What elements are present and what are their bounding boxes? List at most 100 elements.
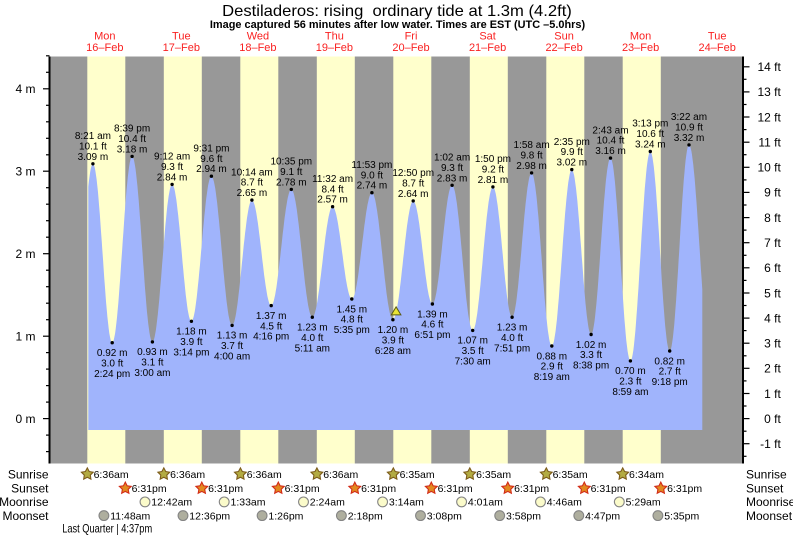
svg-text:6:34am: 6:34am <box>629 469 664 481</box>
svg-text:6 ft: 6 ft <box>764 261 781 275</box>
svg-text:10:35 pm: 10:35 pm <box>270 157 312 168</box>
svg-text:4:46am: 4:46am <box>547 497 582 509</box>
svg-text:12:36pm: 12:36pm <box>189 510 230 522</box>
svg-text:Tue: Tue <box>708 30 727 42</box>
svg-text:3:14 pm: 3:14 pm <box>173 347 209 358</box>
svg-text:2.94 m: 2.94 m <box>196 164 227 175</box>
svg-text:Destiladeros: rising ordinary: Destiladeros: rising ordinary tide at 1.… <box>222 3 572 20</box>
svg-text:3.16 m: 3.16 m <box>595 146 626 157</box>
svg-text:2.83 m: 2.83 m <box>437 173 468 184</box>
svg-text:Image captured 56 minutes afte: Image captured 56 minutes after low wate… <box>210 19 586 31</box>
svg-text:1.02 m: 1.02 m <box>576 340 607 351</box>
svg-text:4.5 ft: 4.5 ft <box>260 321 282 332</box>
svg-text:6:31pm: 6:31pm <box>667 483 702 495</box>
svg-text:2.98 m: 2.98 m <box>516 161 547 172</box>
svg-text:8:21 am: 8:21 am <box>75 131 111 142</box>
svg-text:2:24am: 2:24am <box>310 497 345 509</box>
svg-text:1.37 m: 1.37 m <box>256 311 287 322</box>
svg-text:Last Quarter | 4:37pm: Last Quarter | 4:37pm <box>62 522 152 536</box>
svg-text:10.6 ft: 10.6 ft <box>636 129 664 140</box>
svg-text:2.74 m: 2.74 m <box>357 181 388 192</box>
svg-text:10.9 ft: 10.9 ft <box>675 123 703 134</box>
svg-text:Sun: Sun <box>554 30 574 42</box>
svg-text:24–Feb: 24–Feb <box>699 42 736 54</box>
svg-text:3.5 ft: 3.5 ft <box>462 346 484 357</box>
svg-text:8:38 pm: 8:38 pm <box>573 361 609 372</box>
svg-text:6:31pm: 6:31pm <box>514 483 549 495</box>
svg-text:6:35am: 6:35am <box>400 469 435 481</box>
svg-text:12:50 pm: 12:50 pm <box>392 168 434 179</box>
svg-text:3.24 m: 3.24 m <box>635 140 666 151</box>
svg-text:7:51 pm: 7:51 pm <box>494 343 530 354</box>
svg-text:Sunrise: Sunrise <box>746 467 787 481</box>
svg-text:2:18pm: 2:18pm <box>348 510 383 522</box>
svg-text:6:31pm: 6:31pm <box>285 483 320 495</box>
svg-text:3:14am: 3:14am <box>389 497 424 509</box>
svg-text:5:29am: 5:29am <box>626 497 661 509</box>
svg-text:1.23 m: 1.23 m <box>497 323 528 334</box>
svg-text:17–Feb: 17–Feb <box>163 42 200 54</box>
svg-text:Sunset: Sunset <box>746 482 784 496</box>
svg-text:9.9 ft: 9.9 ft <box>561 147 583 158</box>
svg-text:8.4 ft: 8.4 ft <box>321 184 343 195</box>
svg-text:22–Feb: 22–Feb <box>545 42 582 54</box>
svg-text:3.0 ft: 3.0 ft <box>101 358 123 369</box>
svg-text:23–Feb: 23–Feb <box>622 42 659 54</box>
svg-text:Moonset: Moonset <box>746 509 793 523</box>
svg-text:Sat: Sat <box>479 30 496 42</box>
svg-text:0 ft: 0 ft <box>764 412 781 426</box>
svg-text:1.13 m: 1.13 m <box>217 331 248 342</box>
svg-text:2.84 m: 2.84 m <box>157 172 188 183</box>
svg-text:2.9 ft: 2.9 ft <box>541 362 563 373</box>
svg-text:6:51 pm: 6:51 pm <box>414 330 450 341</box>
svg-text:0.82 m: 0.82 m <box>654 356 685 367</box>
svg-text:Mon: Mon <box>630 30 651 42</box>
svg-text:20–Feb: 20–Feb <box>392 42 429 54</box>
svg-text:6:36am: 6:36am <box>170 469 205 481</box>
svg-text:Sunset: Sunset <box>11 482 49 496</box>
svg-text:3.3 ft: 3.3 ft <box>580 350 602 361</box>
svg-text:3.7 ft: 3.7 ft <box>221 341 243 352</box>
svg-text:6:31pm: 6:31pm <box>438 483 473 495</box>
svg-text:9.3 ft: 9.3 ft <box>161 162 183 173</box>
svg-text:Moonrise: Moonrise <box>746 495 793 509</box>
svg-text:3.9 ft: 3.9 ft <box>180 337 202 348</box>
svg-text:10.1 ft: 10.1 ft <box>79 141 107 152</box>
svg-text:11:32 am: 11:32 am <box>312 174 353 185</box>
svg-text:4.6 ft: 4.6 ft <box>421 320 443 331</box>
svg-text:2.81 m: 2.81 m <box>478 175 509 186</box>
svg-text:5 ft: 5 ft <box>764 286 781 300</box>
svg-text:4:00 am: 4:00 am <box>214 352 250 363</box>
svg-text:21–Feb: 21–Feb <box>469 42 506 54</box>
svg-text:6:35am: 6:35am <box>553 469 588 481</box>
svg-text:5:35 pm: 5:35 pm <box>334 325 370 336</box>
svg-text:1.23 m: 1.23 m <box>297 323 328 334</box>
svg-text:3.02 m: 3.02 m <box>557 158 588 169</box>
svg-text:2.64 m: 2.64 m <box>398 189 429 200</box>
svg-text:8:39 pm: 8:39 pm <box>114 124 150 135</box>
svg-text:5:11 am: 5:11 am <box>295 343 330 354</box>
svg-text:1.20 m: 1.20 m <box>378 325 409 336</box>
svg-text:11:53 pm: 11:53 pm <box>351 160 392 171</box>
svg-text:1 ft: 1 ft <box>764 387 781 401</box>
svg-text:Tue: Tue <box>172 30 191 42</box>
svg-text:6:36am: 6:36am <box>94 469 129 481</box>
svg-text:4 m: 4 m <box>15 82 35 96</box>
svg-text:4:47pm: 4:47pm <box>585 510 620 522</box>
svg-text:2.65 m: 2.65 m <box>237 188 268 199</box>
svg-text:6:36am: 6:36am <box>323 469 358 481</box>
svg-text:4.8 ft: 4.8 ft <box>341 315 363 326</box>
svg-text:8 ft: 8 ft <box>764 211 781 225</box>
svg-text:3:22 am: 3:22 am <box>671 112 707 123</box>
svg-text:12:42am: 12:42am <box>151 497 192 509</box>
svg-text:1.45 m: 1.45 m <box>337 304 368 315</box>
svg-text:0.70 m: 0.70 m <box>615 366 646 377</box>
svg-text:2.7 ft: 2.7 ft <box>659 367 681 378</box>
svg-text:19–Feb: 19–Feb <box>316 42 353 54</box>
svg-text:16–Feb: 16–Feb <box>86 42 123 54</box>
svg-text:3:00 am: 3:00 am <box>134 368 170 379</box>
svg-text:11:48am: 11:48am <box>110 510 150 522</box>
svg-text:Mon: Mon <box>94 30 115 42</box>
svg-text:Thu: Thu <box>325 30 344 42</box>
svg-text:Fri: Fri <box>405 30 418 42</box>
